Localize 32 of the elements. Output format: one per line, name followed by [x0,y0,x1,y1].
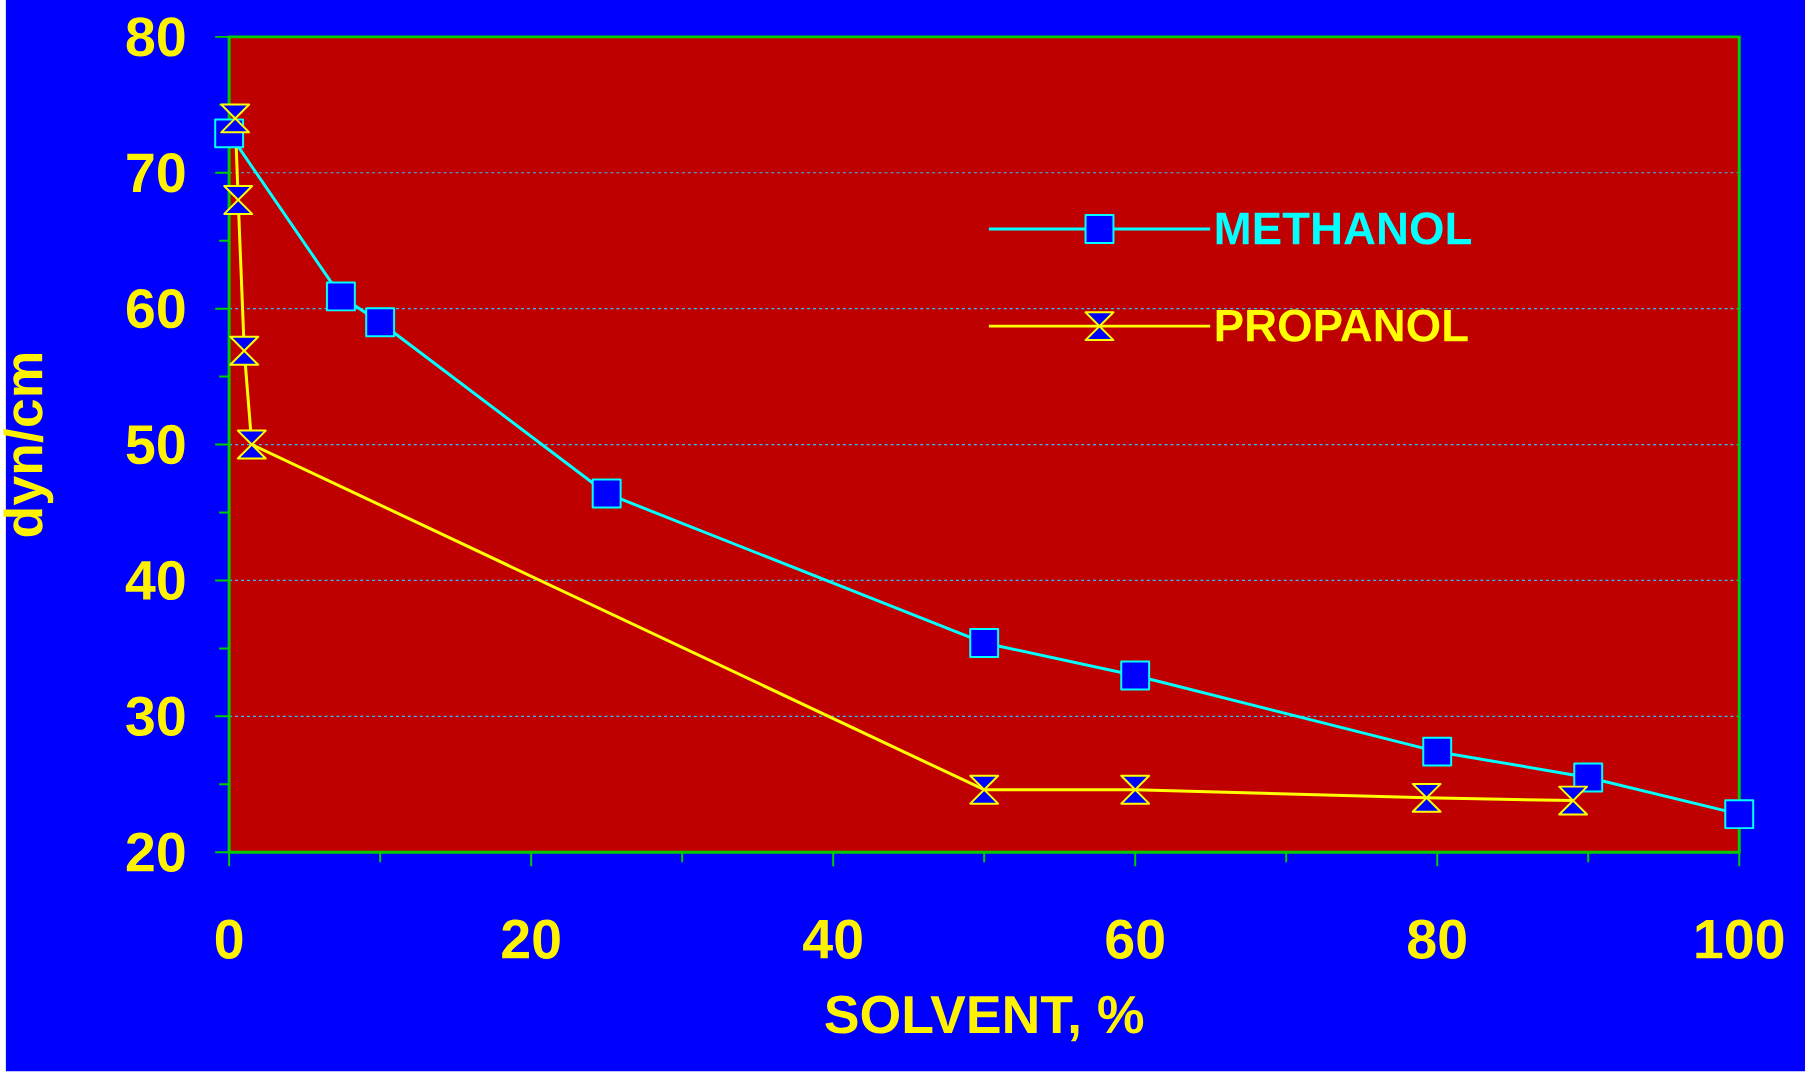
x-tick-label: 60 [1106,919,1164,960]
point [1558,785,1589,816]
x-tick-label: 20 [502,919,560,960]
x-tick-label: 80 [1408,919,1466,960]
point [969,628,1000,659]
x-tick-label: 40 [803,919,862,960]
point [229,336,260,366]
point [1411,783,1442,814]
x-tick-label: 100 [1696,919,1784,960]
y-tick-label: 60 [126,289,185,329]
point [365,307,396,338]
point [220,103,251,134]
y-tick-label: 20 [126,832,185,873]
y-tick-label: 50 [126,425,185,465]
point [591,478,622,509]
point [1120,775,1151,805]
y-tick-label: 40 [125,561,185,601]
point [236,429,267,460]
legend-label: METHANOL [1216,212,1472,245]
y-tick-label: 80 [126,17,185,57]
point [1724,799,1755,830]
y-axis-title: dyn/cm [3,354,54,537]
legend-label: PROPANOL [1216,309,1468,343]
point [1120,660,1151,691]
point [325,281,356,312]
x-axis-title: SOLVENT, % [825,995,1144,1042]
point [969,775,1000,805]
y-tick-label: 70 [127,153,185,193]
x-tick-label: 0 [215,919,243,960]
y-tick-label: 30 [126,696,185,737]
point [1422,736,1453,767]
point [223,185,254,216]
